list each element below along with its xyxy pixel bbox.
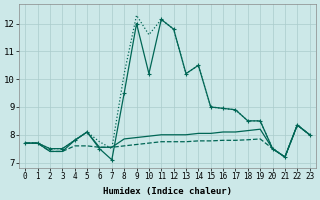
X-axis label: Humidex (Indice chaleur): Humidex (Indice chaleur) <box>103 187 232 196</box>
